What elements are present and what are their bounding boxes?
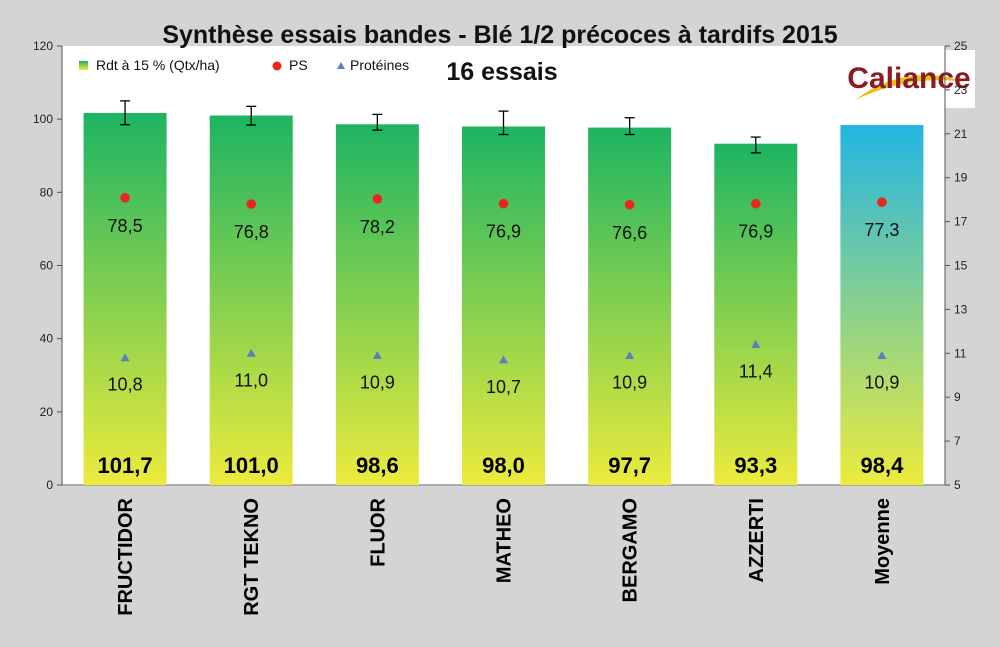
y-right-tick-label: 19 xyxy=(954,171,968,185)
ps-point xyxy=(498,198,509,209)
y-right-tick-label: 15 xyxy=(954,259,968,273)
proteines-value-label: 10,7 xyxy=(486,377,521,397)
bar-rdt xyxy=(462,126,545,485)
proteines-value-label: 11,4 xyxy=(739,362,773,382)
y-left-tick-label: 40 xyxy=(40,332,54,346)
y-right-tick-label: 13 xyxy=(954,302,968,316)
legend: Rdt à 15 % (Qtx/ha) PS Protéines xyxy=(79,57,409,73)
bar-rdt xyxy=(83,112,167,485)
y-right-tick-label: 17 xyxy=(954,215,968,229)
ps-point xyxy=(120,193,130,203)
ps-point xyxy=(750,198,761,209)
category-label: BERGAMO xyxy=(620,498,642,602)
y-left-tick-label: 0 xyxy=(46,478,53,492)
ps-point xyxy=(372,194,383,204)
proteines-value-label: 10,9 xyxy=(612,372,647,392)
bar-rdt xyxy=(209,115,293,485)
category-labels: FRUCTIDOR RGT TEKNO FLUOR MATHEO BERGAMO AZZE… xyxy=(115,497,894,615)
chart-subtitle: 16 essais xyxy=(446,58,557,86)
caliance-logo: Caliance xyxy=(845,50,975,108)
proteines-point xyxy=(499,355,508,364)
proteines-point xyxy=(751,340,761,349)
proteines-point xyxy=(372,350,382,359)
rdt-value-label: 93,3 xyxy=(734,453,777,478)
bar-rdt xyxy=(840,125,924,486)
proteines-value-label: 10,8 xyxy=(108,375,143,395)
ps-value-label: 78,5 xyxy=(108,216,143,236)
proteines-point xyxy=(120,353,130,362)
y-left-tick-label: 60 xyxy=(40,259,54,273)
ps-point xyxy=(624,199,635,210)
category-label: AZZERTI xyxy=(746,498,768,582)
marks: 78,5 10,8 101,7 76,8 11,0 101,0 78,2 10,9 98,6 76… xyxy=(98,100,905,478)
proteines-value-label: 11,0 xyxy=(234,370,268,390)
bar-rdt xyxy=(714,143,798,486)
legend-ps-marker xyxy=(272,61,282,71)
category-label: MATHEO xyxy=(494,498,516,583)
rdt-value-label: 101,7 xyxy=(98,453,153,478)
legend-proteines-label: Protéines xyxy=(350,57,409,73)
ps-value-label: 76,9 xyxy=(486,222,521,242)
legend-proteines-marker xyxy=(337,62,345,69)
ps-value-label: 76,8 xyxy=(234,222,269,242)
bars xyxy=(83,112,924,486)
legend-rdt-label: Rdt à 15 % (Qtx/ha) xyxy=(96,57,220,73)
logo-text: Caliance xyxy=(847,62,970,95)
legend-rdt-swatch xyxy=(79,61,88,70)
ps-point xyxy=(877,197,887,208)
rdt-value-label: 98,4 xyxy=(861,453,905,478)
proteines-value-label: 10,9 xyxy=(360,372,395,392)
y-left-tick-label: 120 xyxy=(33,39,53,53)
y-right-tick-label: 7 xyxy=(954,434,961,448)
category-label: FLUOR xyxy=(367,497,389,566)
y-right-tick-label: 23 xyxy=(954,83,968,97)
ps-point xyxy=(246,199,257,209)
y-right-tick-label: 5 xyxy=(954,478,961,492)
logo-leaf xyxy=(855,75,965,100)
proteines-point xyxy=(246,348,256,357)
legend-ps-label: PS xyxy=(289,57,308,73)
category-label: RGT TEKNO xyxy=(241,498,263,616)
y-left-tick-label: 80 xyxy=(40,185,54,199)
proteines-point xyxy=(625,350,635,359)
y-right-tick-label: 25 xyxy=(954,39,968,53)
ps-value-label: 78,2 xyxy=(360,217,395,237)
y-right-tick-label: 11 xyxy=(954,346,967,360)
y-left-tick-label: 20 xyxy=(40,405,54,419)
chart-title: Synthèse essais bandes - Blé 1/2 précoce… xyxy=(162,21,837,49)
proteines-value-label: 10,9 xyxy=(864,372,899,392)
rdt-value-label: 97,7 xyxy=(608,453,651,478)
ps-value-label: 77,3 xyxy=(864,220,899,240)
y-right-tick-label: 21 xyxy=(954,127,968,141)
y-left-tick-label: 100 xyxy=(33,112,53,126)
bar-rdt xyxy=(335,124,419,485)
rdt-value-label: 101,0 xyxy=(224,453,279,478)
ps-value-label: 76,9 xyxy=(738,222,773,242)
rdt-value-label: 98,6 xyxy=(356,453,399,478)
category-label: Moyenne xyxy=(872,498,894,585)
rdt-value-label: 98,0 xyxy=(482,453,525,478)
y-right-tick-label: 9 xyxy=(954,390,961,404)
category-label: FRUCTIDOR xyxy=(115,497,137,615)
ps-value-label: 76,6 xyxy=(612,223,647,243)
bar-rdt xyxy=(588,127,672,485)
proteines-point xyxy=(877,350,887,359)
